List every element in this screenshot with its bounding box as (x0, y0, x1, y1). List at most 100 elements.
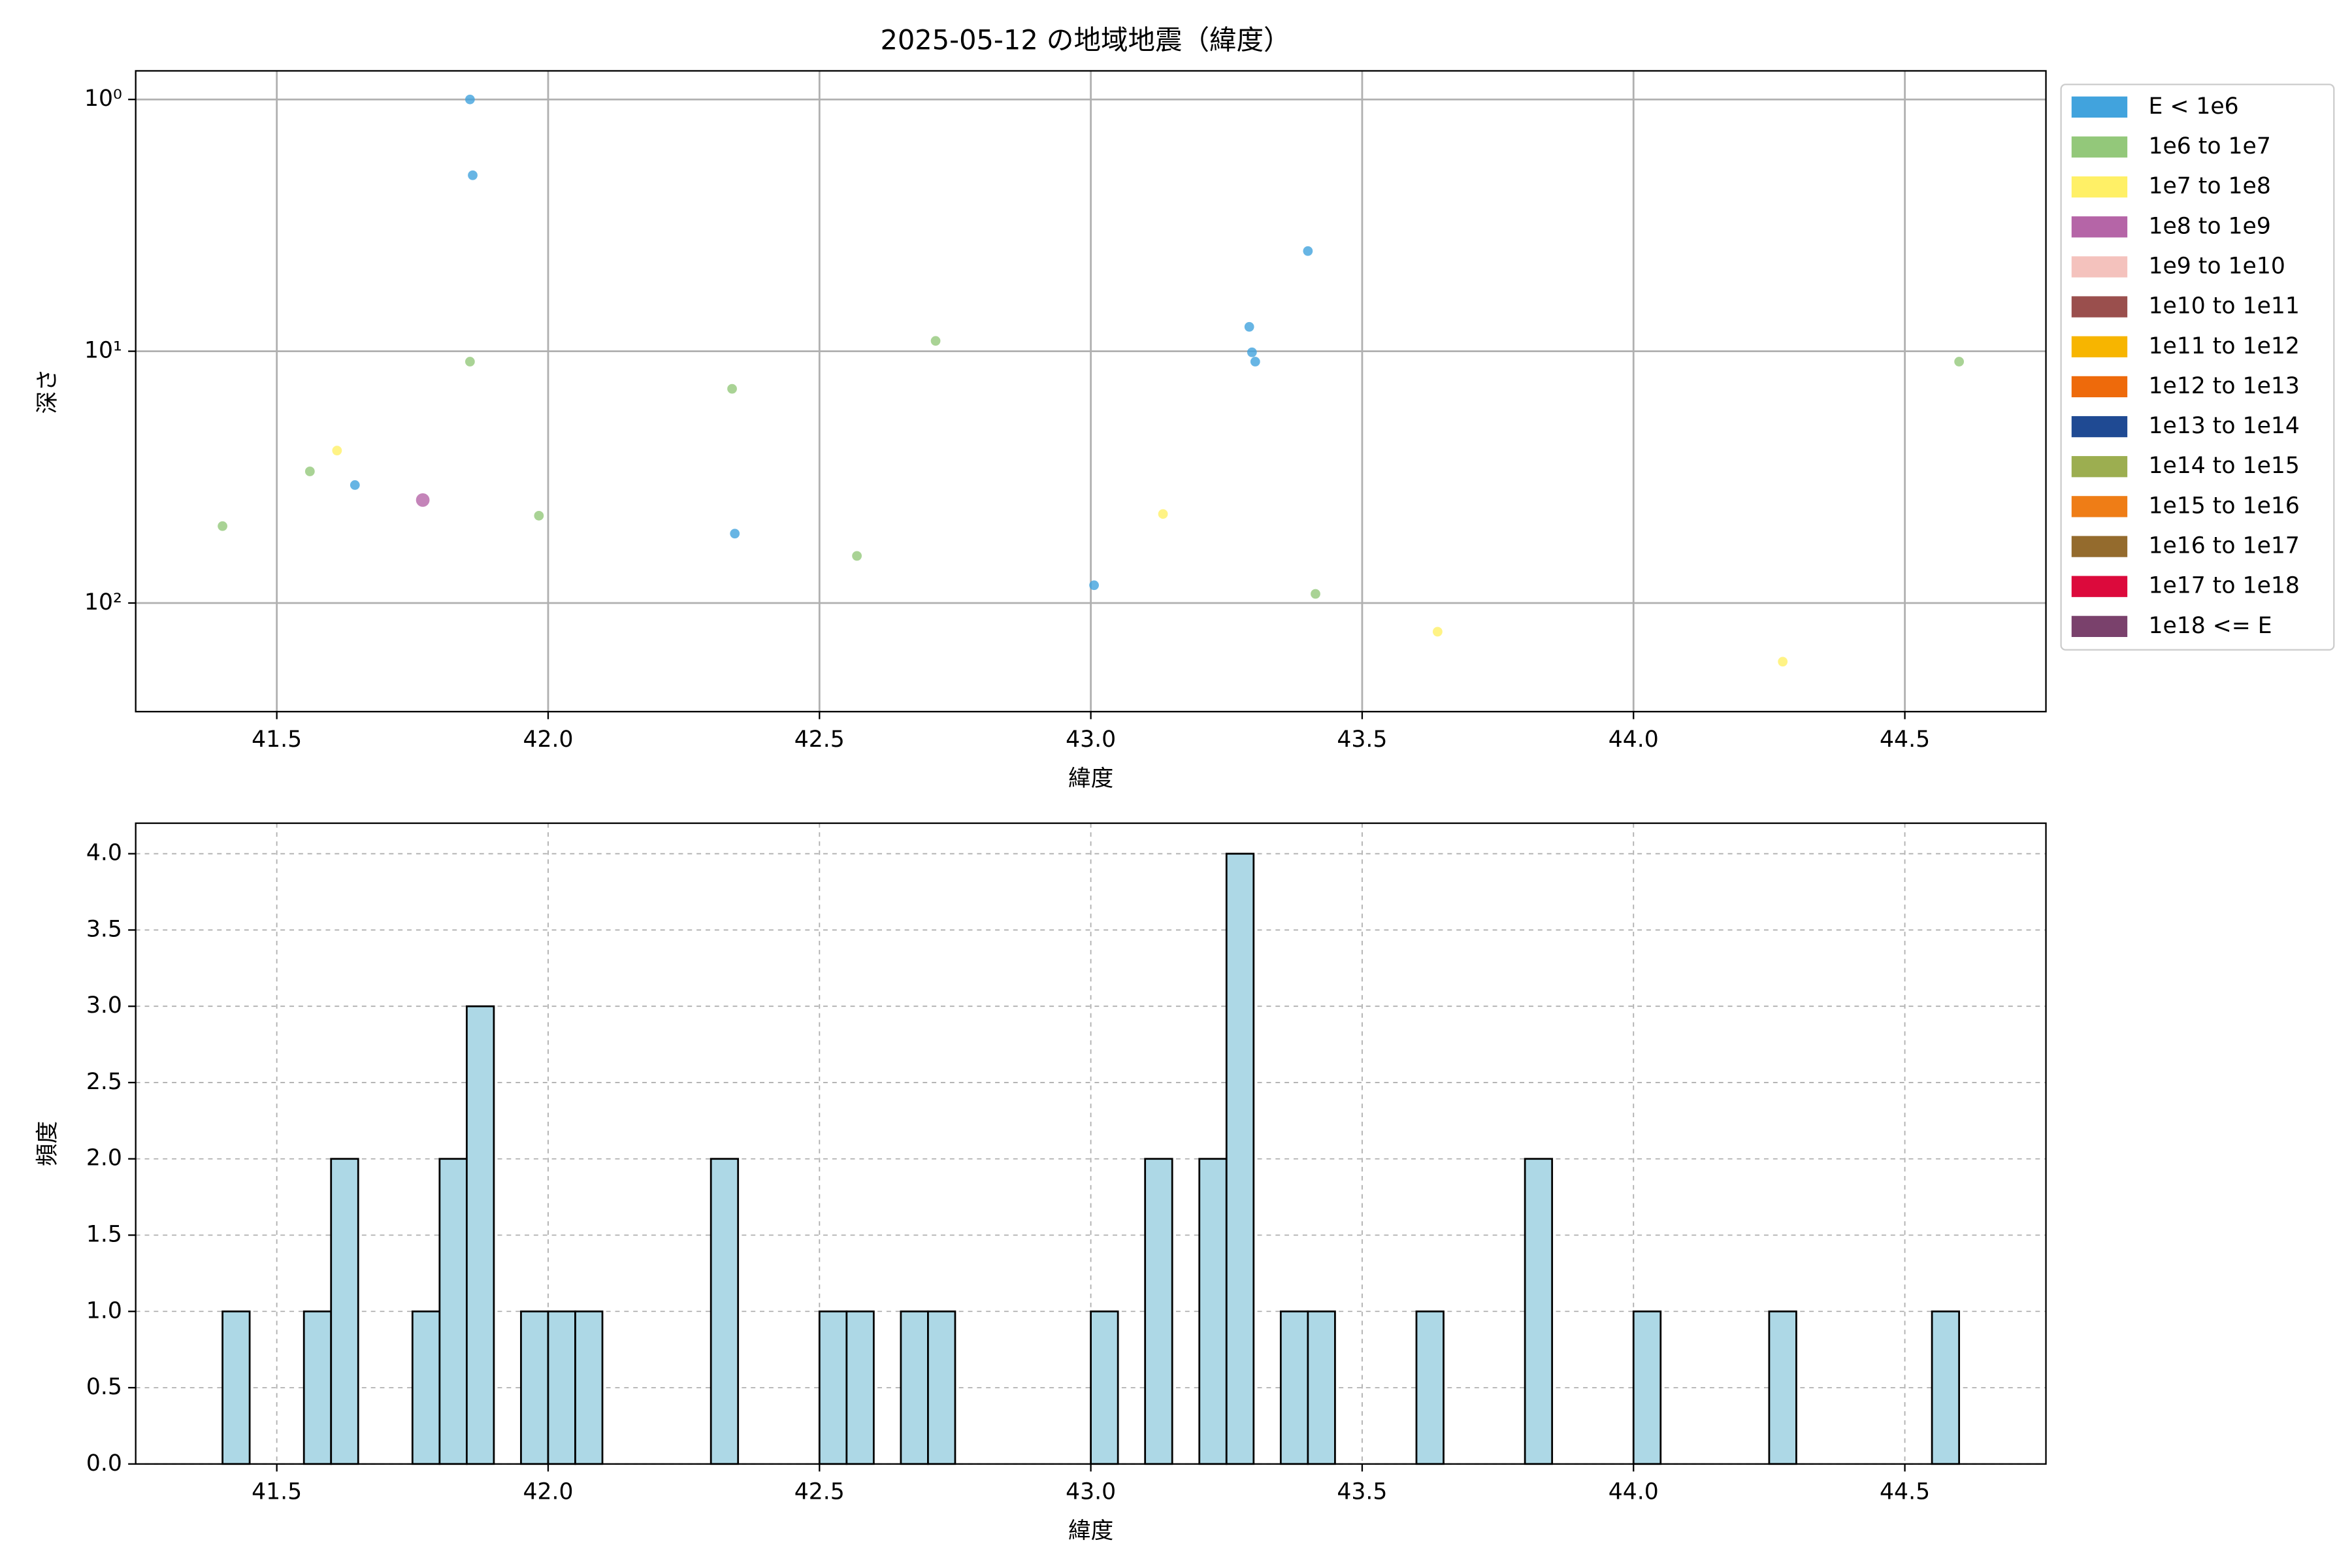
x-tick-label: 42.0 (523, 727, 573, 753)
point (1247, 347, 1257, 357)
bar (818, 1310, 848, 1465)
legend-box (2060, 84, 2335, 651)
legend-swatch (2071, 216, 2128, 238)
legend-swatch (2071, 96, 2128, 118)
x-tick-label: 43.5 (1337, 727, 1387, 753)
legend-label: 1e12 to 1e13 (2148, 373, 2299, 399)
bar (927, 1310, 956, 1465)
legend-swatch (2071, 336, 2128, 357)
point (1158, 509, 1168, 519)
x-axis-label: 緯度 (1068, 766, 1113, 792)
point (1250, 357, 1260, 367)
bar (1415, 1310, 1445, 1465)
x-tick-label: 44.5 (1880, 727, 1930, 753)
point (727, 384, 737, 394)
y-tick-label: 10⁰ (84, 86, 122, 112)
legend-label: 1e17 to 1e18 (2148, 573, 2299, 599)
legend-swatch (2071, 376, 2128, 398)
point (304, 466, 315, 476)
bar (900, 1310, 929, 1465)
y-axis-label: 頻度 (35, 1121, 61, 1166)
point (852, 551, 862, 561)
y-tick-label: 10² (84, 589, 122, 615)
x-axis-label: 緯度 (1068, 1518, 1113, 1544)
point (1089, 580, 1099, 591)
bar (302, 1310, 333, 1465)
bar (1931, 1310, 1961, 1465)
plot-frame (135, 70, 2047, 713)
bar (1198, 1158, 1228, 1465)
legend-swatch (2071, 256, 2128, 278)
bar (710, 1158, 740, 1465)
legend-label: 1e16 to 1e17 (2148, 533, 2299, 559)
x-tick-label: 42.0 (523, 1479, 573, 1505)
x-tick-label: 43.5 (1337, 1479, 1387, 1505)
x-tick-label: 42.5 (794, 1479, 845, 1505)
bar (1090, 1310, 1119, 1465)
x-tick-label: 43.0 (1066, 727, 1116, 753)
point (350, 480, 360, 490)
point (465, 357, 475, 367)
point (465, 94, 475, 105)
legend-swatch (2071, 615, 2128, 637)
y-tick-label: 1.5 (86, 1221, 122, 1247)
bar (1768, 1310, 1797, 1465)
plot-frame (135, 822, 2047, 1465)
y-axis-label: 深さ (35, 368, 61, 414)
bar (1144, 1158, 1173, 1465)
point (1303, 246, 1313, 256)
point (1311, 589, 1320, 599)
legend-swatch (2071, 496, 2128, 517)
x-tick-label: 44.0 (1609, 1479, 1659, 1505)
legend-swatch (2071, 176, 2128, 198)
point (1778, 657, 1788, 667)
point (468, 170, 478, 180)
legend-label: 1e14 to 1e15 (2148, 453, 2299, 479)
legend-swatch (2071, 536, 2128, 557)
point (332, 446, 342, 455)
bar (547, 1310, 576, 1465)
legend-swatch (2071, 296, 2128, 318)
y-tick-label: 0.5 (86, 1374, 122, 1400)
point (930, 336, 941, 346)
legend-label: 1e7 to 1e8 (2148, 173, 2270, 199)
bar (1632, 1310, 1662, 1465)
bar (520, 1310, 549, 1465)
legend-swatch (2071, 136, 2128, 158)
y-tick-label: 0.0 (86, 1450, 122, 1477)
legend-label: 1e9 to 1e10 (2148, 253, 2285, 279)
point (534, 510, 544, 521)
y-tick-label: 3.0 (86, 992, 122, 1019)
bar (574, 1310, 604, 1465)
bar (1524, 1158, 1554, 1465)
legend-label: 1e8 to 1e9 (2148, 213, 2270, 239)
bar (845, 1310, 875, 1465)
y-tick-label: 10¹ (84, 338, 122, 364)
x-tick-label: 44.0 (1609, 727, 1659, 753)
y-tick-label: 3.5 (86, 916, 122, 942)
x-tick-label: 42.5 (794, 727, 845, 753)
bar (330, 1158, 359, 1465)
legend-label: E < 1e6 (2148, 93, 2238, 120)
x-tick-label: 41.5 (252, 1479, 302, 1505)
x-tick-label: 43.0 (1066, 1479, 1116, 1505)
legend-label: 1e6 to 1e7 (2148, 133, 2270, 159)
point (1433, 627, 1443, 637)
y-tick-label: 2.5 (86, 1069, 122, 1095)
legend-label: 1e10 to 1e11 (2148, 293, 2299, 319)
bar (411, 1310, 441, 1465)
point (218, 521, 227, 531)
point (730, 529, 740, 539)
legend-swatch (2071, 576, 2128, 597)
bar (465, 1005, 495, 1465)
legend-label: 1e15 to 1e16 (2148, 493, 2299, 519)
point (1244, 321, 1254, 332)
bar (1307, 1310, 1336, 1465)
legend-swatch (2071, 456, 2128, 478)
y-tick-label: 4.0 (86, 840, 122, 866)
bar (438, 1158, 468, 1465)
point (1954, 357, 1965, 367)
